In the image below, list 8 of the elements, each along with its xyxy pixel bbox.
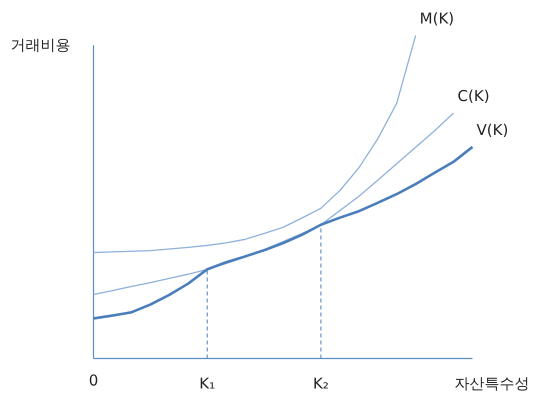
x-tick-label: K₁ [199,374,216,392]
series-label: C(K) [458,87,490,106]
x-tick-label: K₂ [312,374,329,392]
y-axis-title: 거래비용 [10,36,70,54]
series-label: M(K) [420,10,454,28]
series-label: V(K) [476,120,508,139]
x-axis-title: 자산특수성 [454,374,530,392]
x-tick-label: 0 [88,372,98,390]
